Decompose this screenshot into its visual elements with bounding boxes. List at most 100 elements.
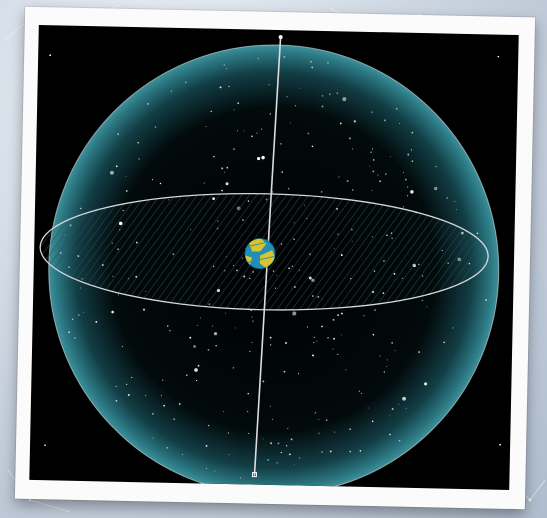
star (117, 294, 119, 296)
star (205, 467, 207, 469)
star (121, 345, 124, 348)
star (280, 143, 282, 145)
star (125, 190, 128, 192)
star (194, 368, 198, 372)
star (284, 342, 287, 345)
star (367, 407, 369, 409)
star (249, 350, 251, 353)
star (411, 160, 414, 162)
celestial-sphere-photo (29, 25, 519, 490)
star (327, 337, 329, 339)
star (311, 66, 314, 69)
star (421, 299, 423, 302)
star (313, 336, 316, 339)
star (251, 341, 253, 343)
star (294, 105, 296, 107)
star (125, 176, 127, 178)
star (170, 90, 172, 92)
star (281, 171, 284, 173)
celestial-sphere-illustration (39, 35, 502, 490)
star (138, 158, 140, 160)
star (292, 311, 297, 316)
star (386, 359, 388, 361)
star (402, 172, 404, 174)
star (476, 232, 479, 235)
star (286, 96, 288, 98)
star (213, 155, 215, 158)
star (332, 318, 335, 321)
star (410, 149, 413, 151)
star (189, 336, 192, 339)
star (299, 457, 301, 459)
star (372, 159, 375, 161)
star (234, 327, 236, 329)
star (312, 354, 314, 357)
star (223, 64, 225, 66)
star (454, 200, 456, 203)
star (485, 299, 487, 302)
star (247, 410, 249, 413)
star (214, 470, 216, 472)
star (196, 379, 198, 382)
star (269, 344, 272, 346)
star (215, 344, 217, 347)
star (377, 174, 379, 176)
star (270, 442, 273, 445)
star (82, 311, 84, 313)
star (446, 197, 448, 199)
background-stars (44, 54, 502, 447)
star (115, 399, 118, 402)
star (212, 325, 214, 327)
star (290, 438, 293, 441)
star (221, 167, 224, 170)
star (71, 318, 74, 321)
star (79, 287, 81, 289)
star (207, 424, 210, 427)
star (224, 171, 226, 173)
star (333, 337, 335, 340)
star (213, 332, 218, 336)
star (276, 462, 278, 464)
star (207, 349, 210, 351)
star (196, 325, 198, 327)
star (372, 333, 375, 336)
star (361, 392, 363, 394)
star (426, 306, 428, 308)
star (236, 130, 239, 132)
star (210, 110, 212, 113)
star (341, 312, 343, 315)
star (142, 308, 145, 311)
star (353, 120, 357, 123)
star (256, 156, 261, 161)
star (268, 84, 270, 86)
star (269, 113, 272, 115)
star (152, 413, 154, 415)
star (147, 103, 149, 105)
star (159, 182, 162, 185)
star (389, 433, 391, 436)
star (283, 55, 286, 58)
star (316, 340, 318, 342)
star (160, 395, 163, 397)
star (233, 148, 235, 150)
star (74, 337, 76, 339)
star (173, 418, 176, 421)
star (287, 187, 290, 190)
star (219, 86, 222, 89)
star (363, 314, 365, 317)
star (247, 392, 250, 395)
star (152, 437, 154, 439)
star (369, 165, 371, 167)
star (154, 126, 157, 128)
star (383, 371, 386, 373)
star (411, 131, 414, 134)
star (184, 81, 187, 84)
star (351, 148, 353, 150)
star (252, 320, 254, 322)
star (181, 453, 184, 455)
star (151, 178, 154, 181)
star (346, 180, 349, 182)
star (203, 182, 205, 184)
star (223, 411, 225, 413)
star (205, 444, 208, 447)
